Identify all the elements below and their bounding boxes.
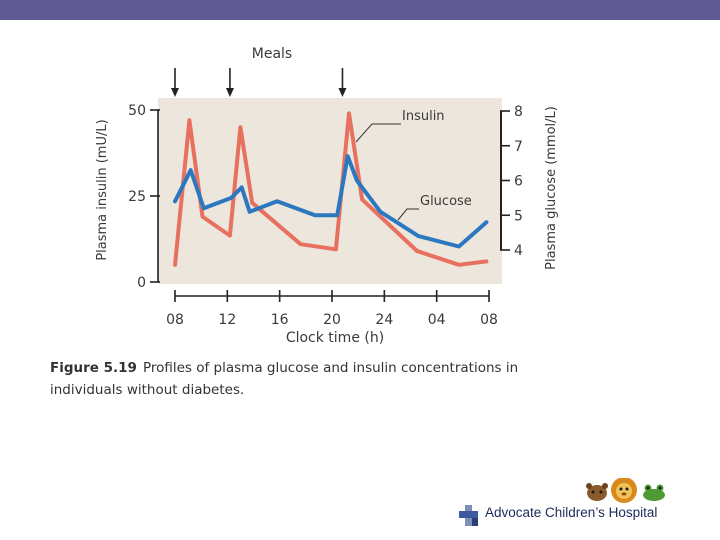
left-y-axis-label: Plasma insulin (mU/L) — [95, 119, 110, 260]
insulin-series-label: Insulin — [402, 109, 445, 124]
hospital-logo: Advocate Children’s Hospital — [458, 478, 678, 528]
x-tick-label-1: 12 — [218, 312, 236, 328]
left-tick-label-25: 25 — [128, 189, 146, 205]
right-tick-label-7: 7 — [514, 139, 523, 155]
meal-arrow-head-1 — [225, 88, 234, 97]
glucose-insulin-chart: Meals 0 25 50 4 5 6 7 8 08 12 16 20 24 04 08 Insulin… — [95, 46, 559, 346]
left-tick-label-50: 50 — [128, 103, 146, 119]
right-tick-label-8: 8 — [514, 104, 523, 120]
right-y-axis: 4 5 6 7 8 — [500, 104, 523, 259]
figure-number: Figure 5.19 — [50, 360, 137, 376]
x-tick-label-0: 08 — [166, 312, 184, 328]
left-tick-label-0: 0 — [137, 275, 146, 291]
right-y-axis-label: Plasma glucose (mmol/L) — [544, 106, 559, 270]
top-banner-bar — [0, 0, 720, 20]
glucose-series-label: Glucose — [420, 194, 472, 209]
meal-arrows — [171, 68, 347, 97]
meal-arrow-head-0 — [171, 88, 179, 97]
figure-caption-text: Profiles of plasma glucose and insulin c… — [50, 360, 519, 398]
animal-mascots-icon — [586, 478, 665, 503]
x-tick-label-3: 20 — [323, 312, 341, 328]
cross-icon — [459, 505, 478, 526]
glucose-leader-line — [397, 208, 419, 221]
meal-arrow-head-2 — [338, 88, 347, 97]
series-layer — [173, 111, 489, 267]
series-labels: Insulin Glucose — [355, 109, 472, 221]
series-line-glucose — [173, 154, 489, 249]
right-tick-label-4: 4 — [514, 243, 523, 259]
series-line-insulin — [173, 111, 489, 267]
hospital-name: Advocate Children’s Hospital — [485, 505, 658, 520]
plot-background — [158, 98, 502, 284]
x-tick-label-4: 24 — [375, 312, 393, 328]
figure-caption: Figure 5.19 Profiles of plasma glucose an… — [50, 357, 570, 401]
logo-graphics — [459, 478, 665, 526]
meals-label: Meals — [252, 46, 292, 62]
left-y-axis: 0 25 50 — [128, 103, 160, 291]
x-axis-label: Clock time (h) — [286, 330, 384, 346]
x-tick-label-6: 08 — [480, 312, 498, 328]
x-axis: 08 12 16 20 24 04 08 — [166, 290, 498, 328]
insulin-leader-line — [355, 123, 401, 143]
x-tick-label-5: 04 — [428, 312, 446, 328]
x-tick-label-2: 16 — [271, 312, 289, 328]
right-tick-label-5: 5 — [514, 208, 523, 224]
right-tick-label-6: 6 — [514, 174, 523, 190]
